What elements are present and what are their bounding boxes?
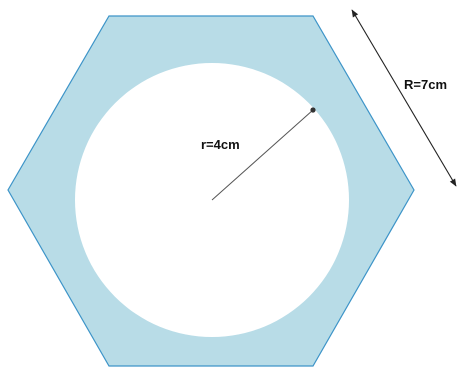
inner-radius-label: r=4cm — [201, 137, 240, 152]
outer-side-arrow — [351, 9, 457, 187]
outer-radius-label: R=7cm — [404, 77, 447, 92]
radius-endpoint-dot — [310, 107, 316, 113]
inner-radius-line — [211, 109, 314, 201]
